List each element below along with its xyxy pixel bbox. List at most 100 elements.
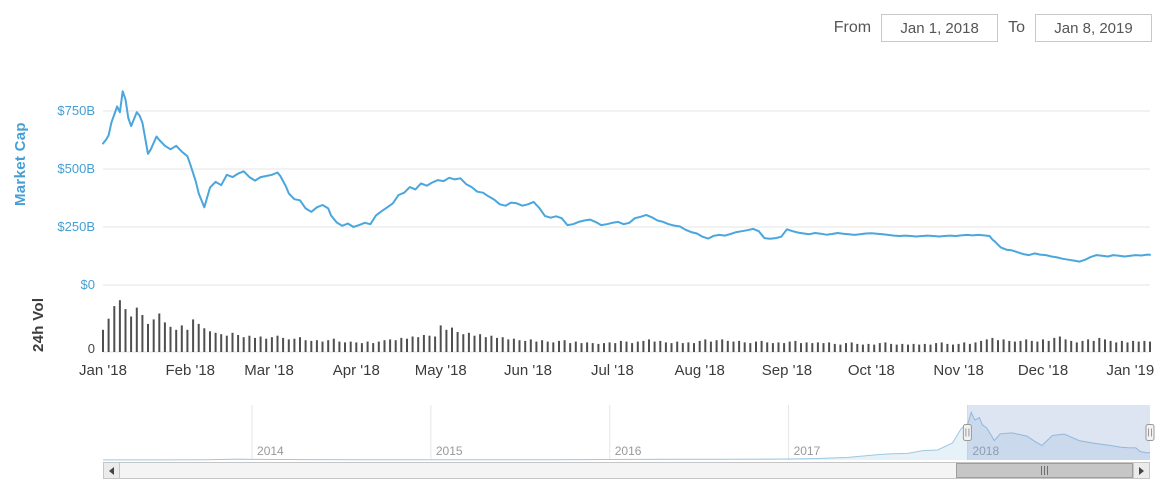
navigator-right-handle[interactable] (1145, 424, 1155, 441)
volume-bar (344, 342, 346, 352)
volume-bar (873, 344, 876, 352)
volume-bar (186, 329, 189, 352)
volume-bar (991, 337, 994, 352)
navigator-left-handle[interactable] (962, 424, 972, 441)
volume-bar (1030, 340, 1033, 352)
volume-bar (428, 335, 431, 352)
scrollbar-right-arrow[interactable] (1133, 462, 1150, 479)
volume-bar (1081, 340, 1084, 352)
volume-bar (524, 340, 527, 352)
volume-bar (608, 342, 611, 352)
chart-canvas[interactable]: $750B $500B $250B $0 0 Jan '18 Feb '18 Mar '18 A… (0, 0, 1176, 462)
volume-bar (1132, 340, 1135, 352)
volume-bar (597, 343, 600, 352)
volume-bar (968, 343, 971, 352)
volume-bar (631, 343, 634, 352)
volume-bar (282, 337, 285, 352)
volume-bar (1137, 341, 1140, 352)
volume-bar (197, 323, 200, 352)
volume-bar (135, 307, 138, 352)
navigator-selected-range[interactable] (967, 405, 1150, 460)
market-cap-tick-label: $0 (81, 277, 95, 292)
volume-bar (512, 338, 515, 352)
x-axis-month-label: Jan '19 (1106, 362, 1154, 379)
left-arrow-icon (109, 466, 114, 475)
volume-bar (473, 335, 476, 352)
volume-bar (355, 342, 358, 352)
volume-bar (299, 337, 301, 352)
volume-bar (1104, 339, 1106, 352)
volume-bar (794, 340, 797, 352)
volume-bar (1025, 339, 1028, 352)
volume-bar (130, 316, 133, 352)
volume-bar (591, 343, 594, 352)
volume-bar (439, 325, 442, 352)
volume-bar (709, 341, 712, 352)
volume-bar (372, 343, 375, 352)
scrollbar[interactable] (103, 462, 1150, 479)
x-axis-month-label: Oct '18 (848, 362, 895, 379)
volume-bar (985, 339, 988, 352)
date-range-controls: From To (834, 14, 1152, 42)
volume-bar (822, 343, 825, 352)
scrollbar-left-arrow[interactable] (103, 462, 120, 479)
volume-bar (158, 313, 161, 352)
right-arrow-icon (1139, 466, 1144, 475)
volume-bar (1098, 337, 1101, 352)
volume-bar (552, 342, 555, 352)
volume-bar (614, 343, 617, 352)
volume-bar (377, 341, 380, 352)
volume-bar (1058, 336, 1061, 352)
volume-bar (912, 343, 915, 352)
volume-bar (648, 339, 650, 352)
volume-bar (839, 344, 842, 352)
volume-bar (141, 315, 144, 352)
volume-tick-label: 0 (88, 341, 95, 356)
volume-bar (940, 342, 943, 352)
scrollbar-track[interactable] (120, 462, 1133, 479)
volume-bar (664, 342, 667, 352)
volume-bar (569, 343, 572, 352)
volume-bar (693, 343, 695, 352)
volume-bar (467, 332, 470, 352)
volume-bar (997, 340, 999, 352)
volume-bar (175, 329, 178, 352)
volume-bar (923, 343, 926, 352)
volume-bar (929, 344, 932, 352)
volume-bar (422, 335, 425, 352)
volume-bar (845, 343, 847, 352)
volume-bar (833, 343, 836, 352)
to-date-input[interactable] (1035, 14, 1152, 42)
volume-bar (360, 343, 363, 352)
volume-bar (265, 338, 268, 352)
volume-bar (214, 332, 217, 352)
x-axis-month-label: Jul '18 (591, 362, 634, 379)
volume-bar (1087, 339, 1090, 352)
volume-bar (766, 342, 769, 352)
volume-bar (518, 340, 521, 352)
scrollbar-thumb[interactable] (956, 463, 1133, 478)
from-date-input[interactable] (881, 14, 999, 42)
volume-bar (389, 339, 392, 352)
navigator-year-label: 2014 (257, 444, 284, 458)
volume-bar (963, 342, 966, 352)
volume-bar (952, 344, 954, 352)
volume-bar (349, 341, 352, 352)
from-label: From (833, 19, 872, 36)
volume-bar (1042, 339, 1044, 352)
volume-bar (743, 342, 746, 352)
volume-bar (1109, 340, 1112, 352)
volume-bar (771, 343, 774, 352)
volume-bar (1019, 340, 1022, 352)
volume-bar (270, 337, 273, 352)
to-label: To (1008, 19, 1025, 36)
volume-bar (1120, 340, 1123, 352)
volume-bar (980, 340, 983, 352)
volume-bar (783, 343, 786, 352)
volume-bar (777, 342, 780, 352)
volume-bar (884, 342, 887, 352)
volume-bar (1126, 342, 1129, 352)
volume-bar (619, 340, 622, 352)
market-cap-line (102, 90, 1151, 263)
x-axis-month-label: Aug '18 (674, 362, 724, 379)
